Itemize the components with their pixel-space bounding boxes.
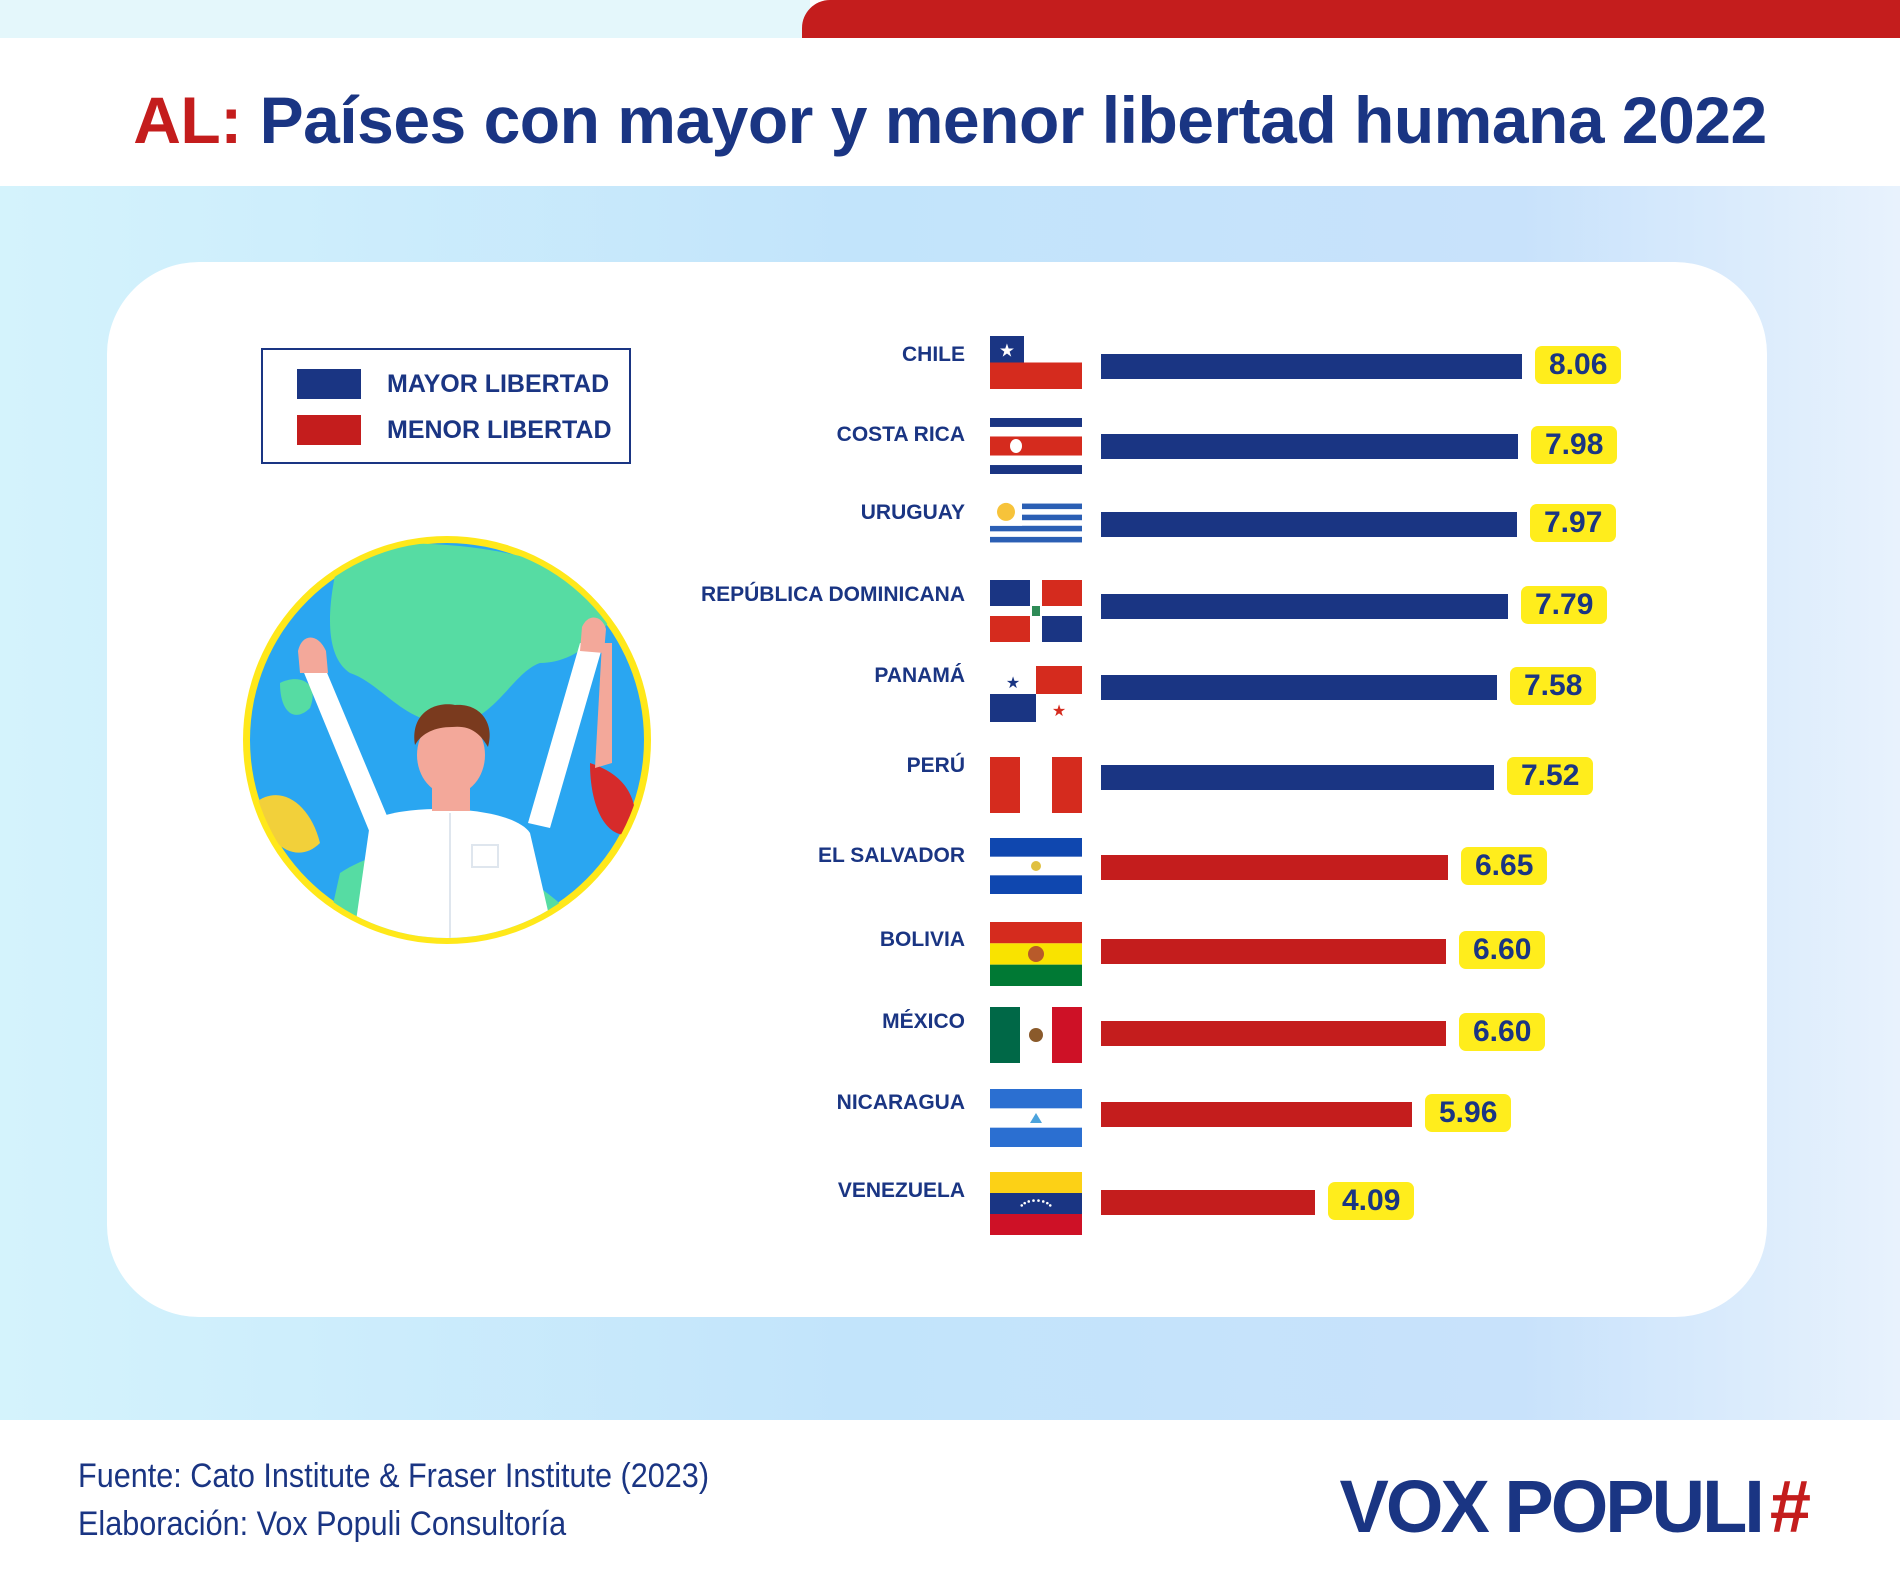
data-label: 6.65 (1461, 847, 1548, 885)
bolivia-flag-icon (990, 922, 1082, 986)
bar-mayor (1101, 594, 1508, 619)
bar-menor (1101, 1021, 1446, 1046)
country-label: PERÚ (906, 754, 965, 777)
country-label: VENEZUELA (837, 1179, 965, 1202)
data-label: 7.79 (1521, 586, 1608, 624)
country-label: MÉXICO (882, 1010, 965, 1033)
bar-menor (1101, 1102, 1412, 1127)
nicaragua-flag-icon (990, 1089, 1082, 1147)
el-salvador-flag-icon (990, 838, 1082, 894)
data-label: 7.52 (1507, 757, 1594, 795)
country-label: NICARAGUA (836, 1091, 965, 1114)
data-label: 5.96 (1425, 1094, 1512, 1132)
legend-label-menor: MENOR LIBERTAD (387, 415, 612, 444)
country-label: BOLIVIA (879, 928, 965, 951)
country-label: PANAMÁ (874, 664, 965, 687)
legend-item-menor: MENOR LIBERTAD (297, 414, 612, 446)
costa-rica-flag-icon (990, 418, 1082, 474)
data-label: 6.60 (1459, 1013, 1546, 1051)
bar-menor (1101, 855, 1448, 880)
legend: MAYOR LIBERTAD MENOR LIBERTAD (261, 348, 631, 464)
data-label: 7.97 (1530, 504, 1617, 542)
legend-label-mayor: MAYOR LIBERTAD (387, 369, 610, 398)
data-label: 7.98 (1531, 426, 1618, 464)
page-title: AL: Países con mayor y menor libertad hu… (0, 82, 1900, 158)
legend-swatch-mayor (297, 369, 361, 399)
footer-source: Fuente: Cato Institute & Fraser Institut… (78, 1452, 709, 1548)
venezuela-flag-icon (990, 1172, 1082, 1235)
legend-swatch-menor (297, 415, 361, 445)
bar-mayor (1101, 354, 1522, 379)
legend-item-mayor: MAYOR LIBERTAD (297, 368, 609, 400)
title-prefix: AL: (133, 83, 242, 157)
svg-text:★: ★ (1052, 703, 1066, 720)
logo-text: VOX POPULI (1339, 1465, 1765, 1548)
bar-menor (1101, 939, 1446, 964)
peru-flag-icon (990, 757, 1082, 813)
chile-flag-icon: ★ (990, 336, 1082, 389)
data-label: 8.06 (1535, 346, 1622, 384)
logo-mark: # (1769, 1465, 1811, 1548)
data-label: 7.58 (1510, 667, 1597, 705)
country-label: CHILE (902, 343, 965, 366)
bar-mayor (1101, 434, 1518, 459)
country-label: URUGUAY (860, 501, 965, 524)
uruguay-flag-icon (990, 498, 1082, 548)
bar-mayor (1101, 765, 1494, 790)
country-label: COSTA RICA (836, 423, 965, 446)
svg-text:★: ★ (999, 341, 1015, 361)
mexico-flag-icon (990, 1007, 1082, 1063)
vox-populi-logo: VOX POPULI # (1339, 1464, 1811, 1549)
top-red-banner (802, 0, 1900, 38)
country-label: EL SALVADOR (817, 844, 965, 867)
title-text: Países con mayor y menor libertad humana… (259, 83, 1768, 157)
bar-mayor (1101, 512, 1517, 537)
dominican-republic-flag-icon (990, 580, 1082, 642)
bar-mayor (1101, 675, 1497, 700)
panama-flag-icon: ★ ★ (990, 666, 1082, 722)
data-label: 4.09 (1328, 1182, 1415, 1220)
top-decor-strip (0, 0, 810, 38)
bar-menor (1101, 1190, 1315, 1215)
data-label: 6.60 (1459, 931, 1546, 969)
credit-line: Elaboración: Vox Populi Consultoría (78, 1505, 567, 1543)
source-line: Fuente: Cato Institute & Fraser Institut… (78, 1457, 710, 1495)
svg-text:★: ★ (1006, 675, 1020, 692)
country-label: REPÚBLICA DOMINICANA (700, 583, 965, 606)
globe-illustration (240, 533, 655, 948)
